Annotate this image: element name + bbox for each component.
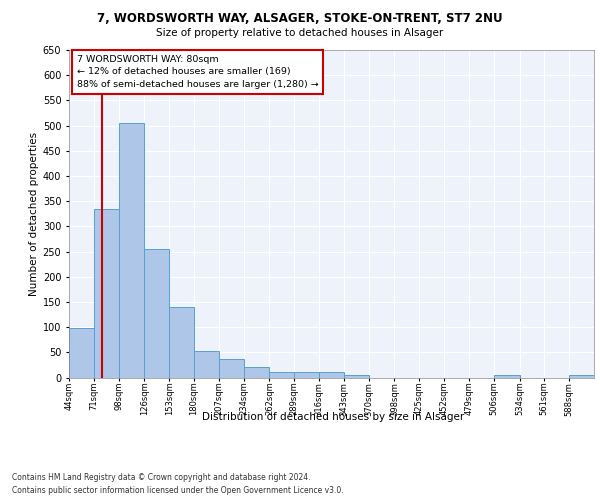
Bar bbox=[194, 351, 219, 378]
Bar bbox=[319, 372, 344, 378]
Bar bbox=[219, 359, 244, 378]
Bar bbox=[94, 208, 119, 378]
Bar bbox=[269, 372, 294, 378]
Bar bbox=[294, 372, 319, 378]
Bar bbox=[169, 307, 194, 378]
Text: 7 WORDSWORTH WAY: 80sqm
← 12% of detached houses are smaller (169)
88% of semi-d: 7 WORDSWORTH WAY: 80sqm ← 12% of detache… bbox=[77, 55, 319, 89]
Bar bbox=[494, 375, 520, 378]
Bar bbox=[344, 375, 369, 378]
Text: Contains public sector information licensed under the Open Government Licence v3: Contains public sector information licen… bbox=[12, 486, 344, 495]
Bar bbox=[119, 123, 145, 378]
Text: Contains HM Land Registry data © Crown copyright and database right 2024.: Contains HM Land Registry data © Crown c… bbox=[12, 472, 311, 482]
Text: 7, WORDSWORTH WAY, ALSAGER, STOKE-ON-TRENT, ST7 2NU: 7, WORDSWORTH WAY, ALSAGER, STOKE-ON-TRE… bbox=[97, 12, 503, 26]
Text: Size of property relative to detached houses in Alsager: Size of property relative to detached ho… bbox=[157, 28, 443, 38]
Text: Distribution of detached houses by size in Alsager: Distribution of detached houses by size … bbox=[202, 412, 464, 422]
Bar bbox=[69, 328, 94, 378]
Bar bbox=[244, 368, 269, 378]
Y-axis label: Number of detached properties: Number of detached properties bbox=[29, 132, 38, 296]
Bar bbox=[145, 249, 169, 378]
Bar bbox=[569, 375, 594, 378]
